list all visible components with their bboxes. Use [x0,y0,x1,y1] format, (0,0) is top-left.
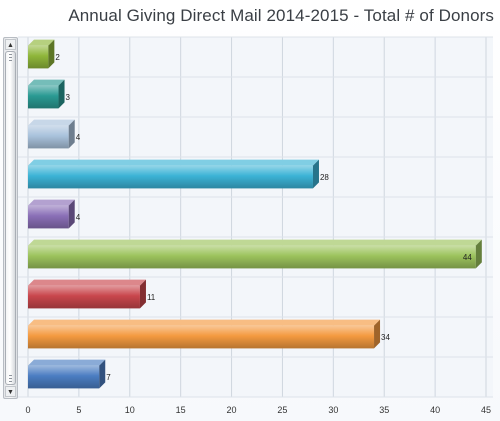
bar-front-face [28,325,375,349]
x-tick-label: 40 [430,405,440,415]
bar-side-face [68,199,75,229]
bar[interactable] [28,319,381,349]
bar-top-face [28,199,75,206]
bar-front-face [28,85,59,109]
bar[interactable] [28,199,75,229]
bar[interactable] [28,279,146,309]
data-label: 2 [55,53,60,62]
bar-top-face [28,279,146,286]
bar-side-face [99,359,106,389]
thumb-grip-line [9,60,12,61]
x-tick-label: 35 [379,405,389,415]
bar-front-face [28,285,140,309]
data-label: 4 [76,133,81,142]
scroll-down-arrow-icon[interactable]: ▼ [5,386,16,397]
bar-front-face [28,245,476,269]
bar-top-face [28,359,106,366]
x-tick-label: 45 [481,405,491,415]
bar-top-face [28,319,381,326]
bar-front-face [28,365,100,389]
bar-side-face [68,119,75,149]
thumb-grip-line [9,375,12,376]
x-tick-label: 25 [277,405,287,415]
x-tick-label: 30 [328,405,338,415]
x-tick-label: 10 [125,405,135,415]
bar-side-face [312,159,319,189]
data-label: 44 [463,253,472,262]
x-tick-label: 5 [76,405,81,415]
bar-side-face [48,39,55,69]
thumb-grip-line [9,57,12,58]
bar[interactable] [28,159,319,189]
chart-title: Annual Giving Direct Mail 2014-2015 - To… [68,6,494,25]
thumb-grip-line [9,381,12,382]
thumb-grip-line [9,378,12,379]
bar-front-face [28,45,49,69]
thumb-grip-line [9,54,12,55]
data-label: 34 [381,333,390,342]
data-label: 4 [76,213,81,222]
x-tick-label: 20 [227,405,237,415]
bar-top-face [28,79,65,86]
bar-top-face [28,39,55,46]
data-label: 11 [147,293,156,302]
bar[interactable] [28,119,75,149]
bar-front-face [28,125,69,149]
x-tick-label: 15 [176,405,186,415]
bar-side-face [374,319,381,349]
x-tick-label: 0 [25,405,30,415]
bar-top-face [28,159,319,166]
data-label: 7 [106,373,111,382]
bar[interactable] [28,39,55,69]
scroll-up-arrow-icon[interactable]: ▲ [5,39,16,50]
bar[interactable] [28,79,65,109]
bar-top-face [28,239,482,246]
bar[interactable] [28,359,106,389]
data-label: 28 [320,173,329,182]
bar-front-face [28,205,69,229]
bar-side-face [139,279,146,309]
scrollbar-thumb[interactable] [5,51,16,385]
bar[interactable] [28,239,482,269]
bar-front-face [28,165,313,189]
data-label: 3 [66,93,71,102]
bar-side-face [475,239,482,269]
vertical-scrollbar[interactable]: ▲ ▼ [3,37,18,399]
bar-top-face [28,119,75,126]
bar-side-face [58,79,65,109]
